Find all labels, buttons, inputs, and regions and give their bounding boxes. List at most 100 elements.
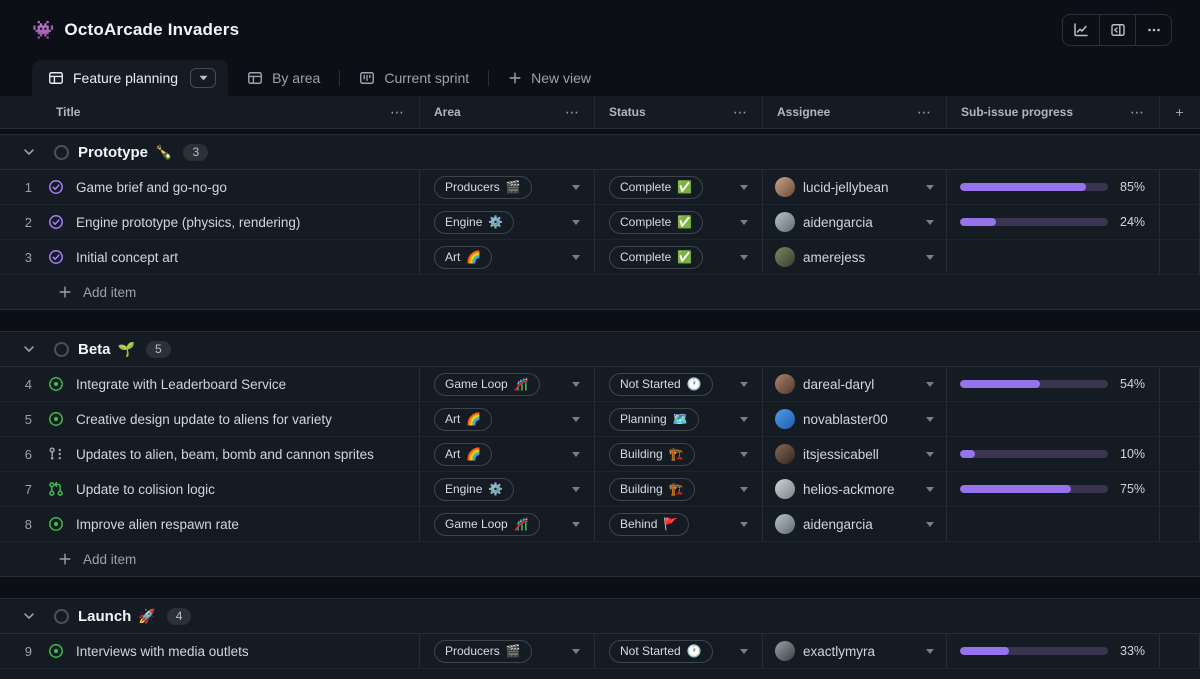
view-options-caret[interactable]	[190, 68, 217, 88]
status-chip: Not Started 🕐	[609, 639, 713, 663]
column-menu-icon[interactable]: ⋯	[565, 103, 580, 120]
assignee-name: lucid-jellybean	[803, 179, 889, 195]
assignee-cell[interactable]: novablaster00	[763, 402, 947, 436]
progress-bar-fill	[960, 485, 1071, 493]
title-cell[interactable]: 9 Interviews with media outlets	[0, 634, 420, 668]
item-title[interactable]: Engine prototype (physics, rendering)	[76, 214, 301, 230]
dropdown-caret-icon	[926, 451, 934, 457]
area-cell[interactable]: Producers 🎬	[420, 634, 595, 668]
tab-by-area[interactable]: By area	[228, 60, 339, 96]
item-title[interactable]: Updates to alien, beam, bomb and cannon …	[76, 446, 374, 462]
dropdown-caret-icon	[572, 184, 580, 190]
title-cell[interactable]: 1 Game brief and go-no-go	[0, 170, 420, 204]
title-cell[interactable]: 7 Update to colision logic	[0, 472, 420, 506]
status-cell[interactable]: Complete ✅	[595, 240, 763, 274]
progress-percent: 85%	[1120, 180, 1146, 194]
column-menu-icon[interactable]: ⋯	[733, 103, 748, 120]
assignee-cell[interactable]: aidengarcia	[763, 507, 947, 541]
side-panel-button[interactable]	[1099, 15, 1135, 45]
area-cell[interactable]: Engine ⚙️	[420, 205, 595, 239]
group-header[interactable]: Launch 🚀 4	[0, 598, 1200, 634]
more-options-button[interactable]	[1135, 15, 1171, 45]
status-cell[interactable]: Not Started 🕐	[595, 367, 763, 401]
assignee-cell[interactable]: lucid-jellybean	[763, 170, 947, 204]
row-end-cell	[1160, 507, 1200, 541]
column-header-area[interactable]: Area ⋯	[420, 96, 595, 128]
assignee-cell[interactable]: itsjessicabell	[763, 437, 947, 471]
status-cell[interactable]: Planning 🗺️	[595, 402, 763, 436]
insights-chart-button[interactable]	[1063, 15, 1099, 45]
area-cell[interactable]: Art 🌈	[420, 402, 595, 436]
status-cell[interactable]: Building 🏗️	[595, 437, 763, 471]
area-cell[interactable]: Art 🌈	[420, 240, 595, 274]
table-row: 9 Interviews with media outlets Producer…	[0, 634, 1200, 669]
progress-percent: 54%	[1120, 377, 1146, 391]
area-label: Producers	[445, 179, 500, 194]
status-cell[interactable]: Building 🏗️	[595, 472, 763, 506]
item-title[interactable]: Creative design update to aliens for var…	[76, 411, 332, 427]
assignee-cell[interactable]: exactlymyra	[763, 634, 947, 668]
status-cell[interactable]: Complete ✅	[595, 205, 763, 239]
title-cell[interactable]: 3 Initial concept art	[0, 240, 420, 274]
item-title[interactable]: Game brief and go-no-go	[76, 179, 227, 195]
issue-closed-icon	[48, 179, 64, 195]
status-cell[interactable]: Complete ✅	[595, 170, 763, 204]
title-cell[interactable]: 4 Integrate with Leaderboard Service	[0, 367, 420, 401]
iteration-circle-icon	[54, 341, 69, 357]
item-title[interactable]: Integrate with Leaderboard Service	[76, 376, 287, 392]
column-header-title[interactable]: Title ⋯	[0, 96, 420, 128]
tab-current-sprint[interactable]: Current sprint	[340, 60, 488, 96]
avatar	[775, 374, 795, 394]
chevron-down-icon[interactable]	[22, 342, 36, 356]
area-cell[interactable]: Game Loop 🎢	[420, 367, 595, 401]
add-column-button[interactable]: +	[1160, 96, 1200, 128]
status-cell[interactable]: Not Started 🕐	[595, 634, 763, 668]
add-item-button[interactable]: Add item	[0, 542, 1200, 577]
plus-icon	[58, 552, 72, 566]
area-cell[interactable]: Producers 🎬	[420, 170, 595, 204]
assignee-cell[interactable]: aidengarcia	[763, 205, 947, 239]
title-cell[interactable]: 8 Improve alien respawn rate	[0, 507, 420, 541]
status-cell[interactable]: Behind 🚩	[595, 507, 763, 541]
group-header[interactable]: Prototype 🍾 3	[0, 134, 1200, 170]
status-chip: Complete ✅	[609, 245, 704, 269]
avatar	[775, 177, 795, 197]
assignee-cell[interactable]: helios-ackmore	[763, 472, 947, 506]
dropdown-caret-icon	[740, 219, 748, 225]
chevron-down-icon[interactable]	[22, 145, 36, 159]
chevron-down-icon[interactable]	[22, 609, 36, 623]
area-cell[interactable]: Game Loop 🎢	[420, 507, 595, 541]
tab-label: New view	[531, 70, 592, 86]
row-number: 5	[24, 411, 32, 427]
table-row: 8 Improve alien respawn rate Game Loop 🎢 …	[0, 507, 1200, 542]
add-item-label: Add item	[83, 284, 137, 300]
item-title[interactable]: Interviews with media outlets	[76, 643, 249, 659]
title-cell[interactable]: 5 Creative design update to aliens for v…	[0, 402, 420, 436]
dropdown-caret-icon	[926, 219, 934, 225]
new-view-button[interactable]: New view	[489, 60, 610, 96]
status-label: Complete	[620, 249, 672, 264]
column-menu-icon[interactable]: ⋯	[390, 103, 405, 120]
column-header-assignee[interactable]: Assignee ⋯	[763, 96, 947, 128]
title-cell[interactable]: 6 Updates to alien, beam, bomb and canno…	[0, 437, 420, 471]
assignee-cell[interactable]: amerejess	[763, 240, 947, 274]
item-title[interactable]: Improve alien respawn rate	[76, 516, 239, 532]
group-gap	[0, 310, 1200, 331]
tab-feature-planning[interactable]: Feature planning	[32, 60, 229, 96]
add-item-button[interactable]: Add item	[0, 275, 1200, 310]
column-menu-icon[interactable]: ⋯	[917, 103, 932, 120]
area-cell[interactable]: Art 🌈	[420, 437, 595, 471]
add-item-button[interactable]: Add item	[0, 669, 1200, 679]
column-header-progress[interactable]: Sub-issue progress ⋯	[947, 96, 1160, 128]
group-header[interactable]: Beta 🌱 5	[0, 331, 1200, 367]
project-emoji: 👾	[32, 19, 55, 40]
column-header-status[interactable]: Status ⋯	[595, 96, 763, 128]
item-title[interactable]: Initial concept art	[76, 249, 179, 265]
column-menu-icon[interactable]: ⋯	[1130, 103, 1145, 120]
area-cell[interactable]: Engine ⚙️	[420, 472, 595, 506]
progress-bar-fill	[960, 380, 1040, 388]
title-cell[interactable]: 2 Engine prototype (physics, rendering)	[0, 205, 420, 239]
progress-cell	[947, 402, 1160, 436]
assignee-cell[interactable]: dareal-daryl	[763, 367, 947, 401]
item-title[interactable]: Update to colision logic	[76, 481, 215, 497]
